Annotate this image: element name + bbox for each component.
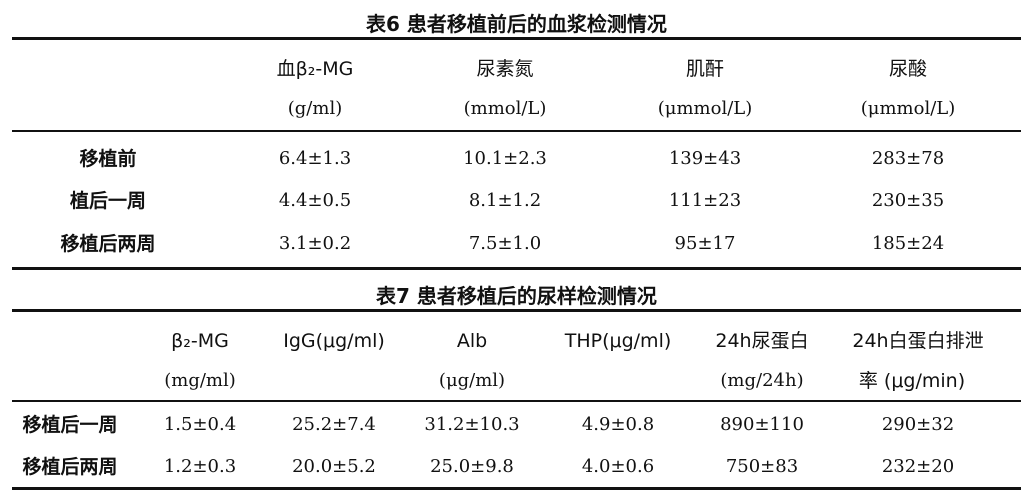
table-cell: 1.2±0.3 xyxy=(163,456,237,477)
table-cell: 283±78 xyxy=(871,148,945,169)
table6-header-uric-acid-unit: (μmmol/L) xyxy=(860,98,956,119)
table-cell: 25.0±9.8 xyxy=(430,456,514,477)
table7-header-b2mg-unit: (mg/ml) xyxy=(164,370,236,391)
table7-header-24h-protein-unit: (mg/24h) xyxy=(720,370,804,391)
table6-header-b2mg-unit: (g/ml) xyxy=(287,98,343,119)
table6-title: 表6 患者移植前后的血浆检测情况 xyxy=(366,12,667,36)
table6-header-uric-acid: 尿酸 xyxy=(888,58,928,80)
table7-header-albumin-excretion: 24h白蛋白排泄 xyxy=(852,330,984,352)
table6-header-b2mg: 血β₂-MG xyxy=(276,58,354,80)
row-label: 移植后两周 xyxy=(60,233,156,255)
table-cell: 25.2±7.4 xyxy=(292,414,376,435)
table7-header-24h-protein: 24h尿蛋白 xyxy=(715,330,809,352)
table-cell: 20.0±5.2 xyxy=(292,456,376,477)
table6-header-creatinine-unit: (μmmol/L) xyxy=(657,98,753,119)
table7-header-alb: Alb xyxy=(456,330,488,352)
row-label: 移植后一周 xyxy=(22,414,118,436)
table-cell: 4.0±0.6 xyxy=(581,456,655,477)
table6-header-bun: 尿素氮 xyxy=(476,58,534,80)
table-cell: 139±43 xyxy=(668,148,742,169)
table-cell: 1.5±0.4 xyxy=(163,414,237,435)
table-cell: 750±83 xyxy=(725,456,799,477)
table7-header-igg: IgG(μg/ml) xyxy=(283,330,385,352)
table-cell: 232±20 xyxy=(881,456,955,477)
table-cell: 230±35 xyxy=(871,190,945,211)
table-cell: 7.5±1.0 xyxy=(468,233,542,254)
table7-header-thp: THP(μg/ml) xyxy=(564,330,672,352)
table7-header-albumin-excretion-unit: 率 (μg/min) xyxy=(858,370,966,392)
table-cell: 8.1±1.2 xyxy=(468,190,542,211)
row-label: 移植前 xyxy=(79,148,137,170)
table-cell: 290±32 xyxy=(881,414,955,435)
table-cell: 111±23 xyxy=(668,190,742,211)
table6-top-rule xyxy=(12,37,1021,40)
table-cell: 6.4±1.3 xyxy=(278,148,352,169)
table-cell: 4.4±0.5 xyxy=(278,190,352,211)
table7-title: 表7 患者移植后的尿样检测情况 xyxy=(376,284,657,308)
table-cell: 185±24 xyxy=(871,233,945,254)
table-cell: 31.2±10.3 xyxy=(424,414,520,435)
table7-bottom-rule xyxy=(12,487,1021,490)
table7-header-alb-unit: (μg/ml) xyxy=(438,370,506,391)
table7-top-rule xyxy=(12,309,1021,312)
table-cell: 10.1±2.3 xyxy=(463,148,547,169)
table6-bottom-rule xyxy=(12,267,1021,270)
table7-header-b2mg: β₂-MG xyxy=(171,330,229,352)
row-label: 移植后两周 xyxy=(22,456,118,478)
table-cell: 890±110 xyxy=(720,414,804,435)
table6-header-rule xyxy=(12,130,1021,132)
table-cell: 95±17 xyxy=(674,233,736,254)
table7-header-rule xyxy=(12,400,1021,402)
table6-header-bun-unit: (mmol/L) xyxy=(463,98,547,119)
row-label: 植后一周 xyxy=(69,190,147,212)
table6-header-creatinine: 肌酐 xyxy=(685,58,725,80)
table-cell: 3.1±0.2 xyxy=(278,233,352,254)
table-cell: 4.9±0.8 xyxy=(581,414,655,435)
